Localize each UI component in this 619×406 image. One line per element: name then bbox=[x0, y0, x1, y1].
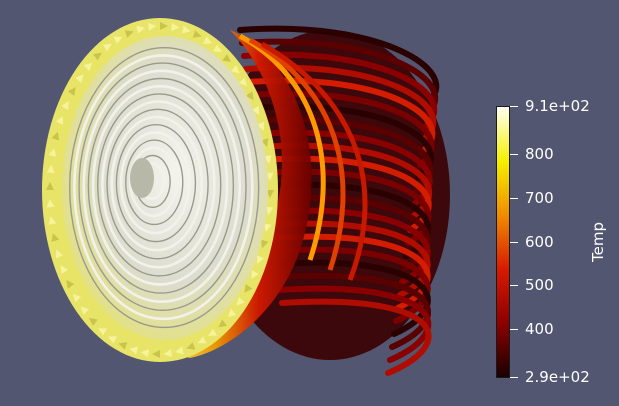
colorbar-tick-label: 700 bbox=[525, 188, 554, 207]
colorbar-tick bbox=[510, 328, 518, 330]
colorbar-title: Temp bbox=[589, 222, 607, 262]
colorbar-tick-label: 2.9e+02 bbox=[525, 368, 590, 386]
colorbar-tick-label: 400 bbox=[525, 319, 554, 338]
colorbar-tick-label: 500 bbox=[525, 276, 554, 295]
concentric-disk bbox=[62, 36, 268, 340]
colorbar-tick-label: 9.1e+02 bbox=[525, 97, 590, 115]
colorbar-tick bbox=[510, 197, 518, 199]
colorbar-tick bbox=[510, 377, 518, 378]
colorbar-tick-label: 600 bbox=[525, 232, 554, 251]
colorbar-tick-label: 800 bbox=[525, 145, 554, 164]
colorbar-tick bbox=[510, 154, 518, 156]
colorbar-tick bbox=[510, 106, 518, 107]
colorbar-tick bbox=[510, 285, 518, 287]
colorbar-tick bbox=[510, 241, 518, 243]
transition-band bbox=[160, 30, 368, 358]
temperature-colorbar bbox=[496, 106, 510, 378]
